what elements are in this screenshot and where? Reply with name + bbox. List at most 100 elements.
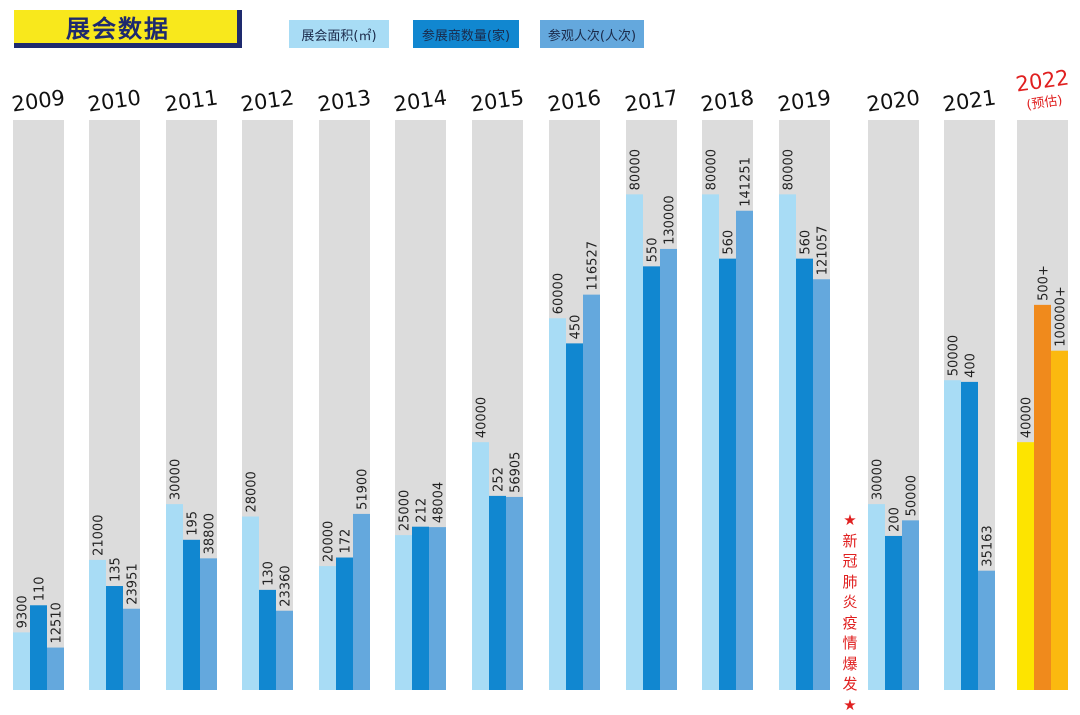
exhibitors-bar — [719, 258, 736, 690]
value-label: 116527 — [586, 241, 601, 291]
value-label: 30000 — [169, 459, 184, 500]
value-label: 51900 — [356, 469, 371, 510]
background-bar — [13, 120, 64, 690]
value-label: 195 — [186, 511, 201, 536]
area-bar — [89, 559, 106, 690]
value-label: 550 — [646, 238, 661, 263]
exhibitors-bar — [336, 557, 353, 690]
exhibitors-bar — [796, 258, 813, 690]
value-label: 121057 — [816, 226, 831, 276]
year-label: 2014 — [392, 85, 448, 116]
exhibitors-bar — [885, 535, 902, 690]
legend-label-visitors: 参观人次(人次) — [547, 28, 637, 44]
legend-label-exhibitors: 参展商数量(家) — [421, 28, 511, 44]
year-label: 2017 — [623, 85, 679, 116]
area-bar — [13, 632, 30, 690]
value-label: 50000 — [905, 475, 920, 516]
visitors-bar — [583, 294, 600, 690]
chart-stage: 2009 9300 110 12510 2010 21000 135 23951 2011 300… — [10, 10, 1070, 714]
value-label: 100000+ — [1054, 286, 1069, 347]
year-label: 2021 — [941, 85, 997, 116]
year-label: 2020 — [865, 85, 921, 116]
visitors-bar — [506, 496, 523, 690]
value-label: 40000 — [475, 397, 490, 438]
exhibitors-bar — [1034, 304, 1051, 690]
visitors-bar — [47, 647, 64, 690]
visitors-bar — [429, 527, 446, 690]
value-label: 20000 — [322, 521, 337, 562]
value-label: 560 — [722, 230, 737, 255]
area-bar — [868, 504, 885, 690]
value-label: 12510 — [50, 602, 65, 643]
area-bar — [319, 566, 336, 690]
visitors-bar — [353, 513, 370, 690]
value-label: 50000 — [947, 335, 962, 376]
visitors-bar — [276, 610, 293, 690]
value-label: 500+ — [1037, 265, 1052, 301]
year-label: 2018 — [699, 85, 755, 116]
value-label: 48004 — [432, 482, 447, 523]
value-label: 21000 — [92, 515, 107, 556]
exhibitors-bar — [412, 526, 429, 690]
value-label: 80000 — [705, 149, 720, 190]
visitors-bar — [200, 558, 217, 690]
title-badge: 展会数据 — [14, 10, 242, 48]
value-label: 9300 — [16, 595, 31, 628]
exhibitors-bar — [961, 381, 978, 690]
value-label: 56905 — [509, 452, 524, 493]
visitors-bar — [978, 570, 995, 690]
value-label: 212 — [415, 498, 430, 523]
legend-exhibitors: 参展商数量(家) — [413, 20, 519, 48]
value-label: 172 — [339, 529, 354, 554]
legend-area: 展会面积(㎡) — [289, 20, 389, 48]
visitors-bar — [1051, 350, 1068, 690]
value-label: 60000 — [552, 273, 567, 314]
area-bar — [166, 504, 183, 690]
value-label: 130 — [262, 561, 277, 586]
year-label: 2009 — [10, 85, 66, 116]
year-label: 2019 — [776, 85, 832, 116]
visitors-bar — [813, 279, 830, 690]
value-label: 25000 — [398, 490, 413, 531]
legend-visitors: 参观人次(人次) — [540, 20, 644, 48]
exhibitors-bar — [489, 495, 506, 690]
area-bar — [626, 194, 643, 690]
area-bar — [779, 194, 796, 690]
year-label: 2013 — [316, 85, 372, 116]
area-bar — [944, 380, 961, 690]
value-label: 38800 — [203, 513, 218, 554]
value-label: 23951 — [126, 563, 141, 604]
area-bar — [395, 535, 412, 690]
value-label: 130000 — [663, 195, 678, 245]
area-bar — [549, 318, 566, 690]
value-label: 141251 — [739, 157, 754, 207]
visitors-bar — [902, 520, 919, 690]
value-label: 35163 — [981, 525, 996, 566]
chart-title: 展会数据 — [66, 15, 170, 43]
value-label: 80000 — [629, 149, 644, 190]
visitors-bar — [123, 608, 140, 690]
year-label: 2010 — [86, 85, 142, 116]
value-label: 135 — [109, 557, 124, 582]
year-label: 2022 — [1014, 65, 1070, 96]
value-label: 28000 — [245, 471, 260, 512]
forecast-sub-label: (预估) — [1026, 93, 1064, 113]
area-bar — [1017, 442, 1034, 690]
area-bar — [472, 442, 489, 690]
exhibitors-bar — [30, 605, 47, 690]
value-label: 200 — [888, 507, 903, 532]
pandemic-note: ★新冠肺炎疫情爆发★ — [842, 511, 858, 714]
exhibitors-bar — [566, 343, 583, 690]
value-label: 560 — [799, 230, 814, 255]
year-label: 2011 — [163, 85, 219, 116]
legend-label-area: 展会面积(㎡) — [301, 28, 377, 44]
area-bar — [702, 194, 719, 690]
value-label: 30000 — [871, 459, 886, 500]
exhibitors-bar — [259, 589, 276, 690]
exhibitors-bar — [183, 539, 200, 690]
visitors-bar — [660, 248, 677, 690]
visitors-bar — [736, 210, 753, 690]
exhibitors-bar — [643, 266, 660, 690]
exhibitors-bar — [106, 586, 123, 690]
